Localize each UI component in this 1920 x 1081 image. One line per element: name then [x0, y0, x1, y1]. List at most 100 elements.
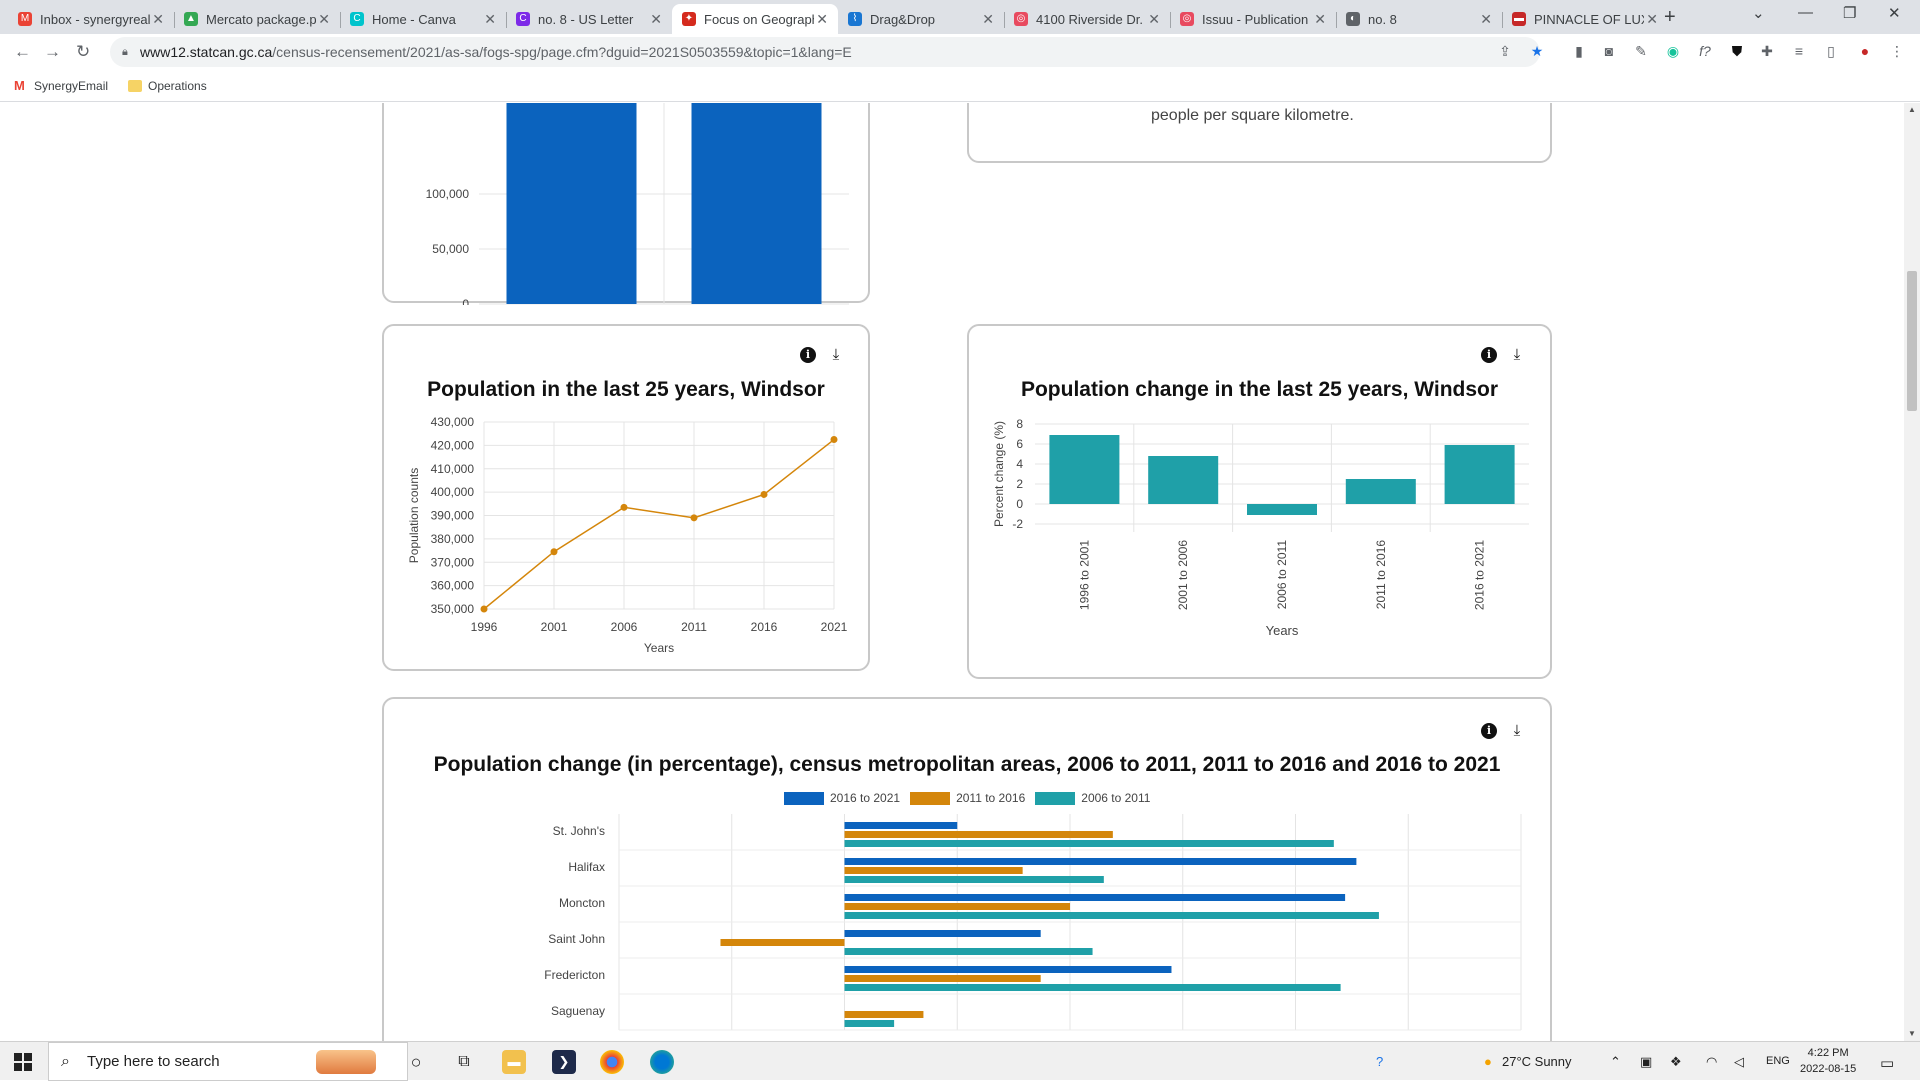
y-tick-label: 360,000	[431, 579, 475, 593]
legend-label: 2011 to 2016	[956, 791, 1026, 805]
browser-tab[interactable]: C Home - Canva ✕	[340, 4, 506, 34]
reload-icon[interactable]: ↻	[76, 42, 91, 61]
y-tick-label: 380,000	[431, 532, 475, 546]
scroll-up-icon[interactable]: ▲	[1908, 105, 1916, 114]
tab-close-icon[interactable]: ✕	[982, 10, 994, 27]
download-icon[interactable]: ⤓	[1513, 722, 1521, 739]
windows-start-icon[interactable]	[14, 1053, 32, 1071]
y-tick-label: St. John's	[553, 824, 605, 838]
clock-time: 4:22 PM	[1807, 1047, 1849, 1059]
population-line-chart: 350,000 360,000 370,000 380,000 390,000 400,0…	[407, 415, 848, 655]
restore-icon[interactable]: ❐	[1843, 5, 1857, 22]
tray-expand-icon[interactable]: ⌃	[1610, 1054, 1621, 1069]
share-icon[interactable]: ⇪	[1499, 43, 1511, 59]
menu-icon[interactable]: ⋮	[1890, 43, 1904, 59]
tab-close-icon[interactable]: ✕	[1480, 10, 1492, 27]
tab-close-icon[interactable]: ✕	[816, 10, 828, 27]
dropbox-icon[interactable]: ❖	[1670, 1054, 1682, 1069]
x-tick-label: 2006	[611, 620, 638, 634]
cma-change-chart: St. John's Halifax Moncton Saint John Freder…	[544, 814, 1522, 1031]
download-icon[interactable]: ⤓	[1513, 346, 1521, 363]
task-view-icon[interactable]: ⧉	[458, 1053, 470, 1070]
bookmark-star-icon[interactable]: ★	[1530, 43, 1544, 59]
camera-icon[interactable]: ◙	[1604, 43, 1614, 59]
browser-tab[interactable]: M Inbox - synergyreal ✕	[8, 4, 174, 34]
browser-tab[interactable]: ◎ 4100 Riverside Dr. ✕	[1004, 4, 1170, 34]
info-icon[interactable]: i	[1481, 723, 1497, 739]
data-point	[690, 514, 698, 522]
weather-text[interactable]: 27°C Sunny	[1502, 1054, 1572, 1069]
address-bar[interactable]: 🔒︎ www12.statcan.gc.ca/census-recensemen…	[110, 37, 1540, 67]
legend-item[interactable]: 2016 to 2021	[784, 791, 901, 806]
volume-icon[interactable]: ◁	[1734, 1054, 1744, 1069]
bar	[1247, 504, 1317, 515]
tab-separator	[506, 12, 507, 28]
tab-close-icon[interactable]: ✕	[318, 10, 330, 27]
lock-icon[interactable]: 🔒︎	[122, 46, 128, 58]
notifications-icon[interactable]: ▭	[1880, 1055, 1895, 1072]
tab-search-icon[interactable]: ⌄	[1752, 5, 1765, 22]
pen-icon[interactable]: ✎	[1635, 43, 1647, 59]
browser-tab[interactable]: ◎ Issuu - Publication ✕	[1170, 4, 1336, 34]
bar	[691, 103, 822, 304]
extension-icon[interactable]: ▮	[1575, 43, 1583, 59]
back-icon[interactable]: ←	[14, 42, 31, 61]
media-icon[interactable]: ≡	[1794, 43, 1804, 59]
tab-close-icon[interactable]: ✕	[152, 10, 164, 27]
legend-label: 2016 to 2021	[830, 791, 901, 805]
bookmark-operations[interactable]: Operations	[128, 79, 207, 93]
legend-item[interactable]: 2011 to 2016	[910, 791, 1026, 806]
tab-favicon-icon: ⌇	[848, 12, 862, 26]
grammarly-icon[interactable]: ◉	[1666, 43, 1680, 59]
cortana-icon[interactable]: ○	[410, 1052, 422, 1072]
browser-tab[interactable]: ⌇ Drag&Drop ✕	[838, 4, 1004, 34]
gmail-icon: M	[14, 78, 25, 93]
new-tab-icon[interactable]: +	[1664, 6, 1676, 28]
y-tick-label: 350,000	[431, 602, 475, 616]
tab-close-icon[interactable]: ✕	[650, 10, 662, 27]
help-icon[interactable]: ?	[1376, 1054, 1384, 1069]
file-explorer-icon[interactable]: ▬	[502, 1050, 526, 1074]
page-scrollbar[interactable]: ▲ ▼	[1904, 103, 1920, 1041]
browser-tab[interactable]: ✦ Focus on Geography ✕	[672, 4, 838, 34]
browser-tab[interactable]: ◐ no. 8 ✕	[1336, 4, 1502, 34]
edge-icon[interactable]	[650, 1050, 674, 1074]
info-icon[interactable]: i	[800, 347, 816, 363]
language-indicator[interactable]: ENG	[1766, 1055, 1790, 1067]
search-highlight-icon[interactable]	[316, 1050, 376, 1074]
weather-icon[interactable]: ●	[1484, 1054, 1492, 1069]
download-icon[interactable]: ⤓	[832, 346, 840, 363]
close-window-icon[interactable]: ✕	[1888, 5, 1901, 22]
terminal-icon[interactable]: ❯	[552, 1050, 576, 1074]
tab-close-icon[interactable]: ✕	[484, 10, 496, 27]
profile-icon[interactable]: ●	[1860, 43, 1870, 59]
info-icon[interactable]: i	[1481, 347, 1497, 363]
minimize-icon[interactable]: —	[1798, 4, 1813, 21]
bar	[844, 840, 1334, 847]
browser-tab[interactable]: ▬ PINNACLE OF LUXURY✕	[1502, 4, 1668, 34]
scrollbar-thumb[interactable]	[1907, 271, 1917, 411]
tab-close-icon[interactable]: ✕	[1646, 10, 1658, 27]
shield-icon[interactable]: ⛊	[1731, 43, 1743, 59]
tab-close-icon[interactable]: ✕	[1314, 10, 1326, 27]
legend-item[interactable]: 2006 to 2011	[1035, 791, 1150, 806]
wifi-icon[interactable]: ◠	[1706, 1054, 1718, 1069]
puzzle-icon[interactable]: ✚	[1761, 43, 1773, 59]
browser-tab[interactable]: ▲ Mercato package.pdf ✕	[174, 4, 340, 34]
bar	[844, 984, 1341, 991]
population-line-card: i ⤓ Population in the last 25 years, Win…	[382, 324, 870, 671]
data-point	[620, 503, 628, 511]
forward-icon[interactable]: →	[44, 42, 61, 61]
scroll-down-icon[interactable]: ▼	[1908, 1029, 1916, 1038]
x-tick-label: 2011	[681, 620, 707, 634]
chrome-icon[interactable]	[600, 1050, 624, 1074]
sidepanel-icon[interactable]: ▯	[1827, 43, 1835, 59]
taskbar-clock[interactable]: 4:22 PM 2022-08-15	[1800, 1045, 1856, 1077]
tab-separator	[1004, 12, 1005, 28]
meet-icon[interactable]: ▣	[1640, 1054, 1653, 1069]
font-icon[interactable]: f?	[1699, 43, 1711, 59]
tab-close-icon[interactable]: ✕	[1148, 10, 1160, 27]
bookmark-synergyemail[interactable]: M SynergyEmail	[14, 79, 108, 93]
